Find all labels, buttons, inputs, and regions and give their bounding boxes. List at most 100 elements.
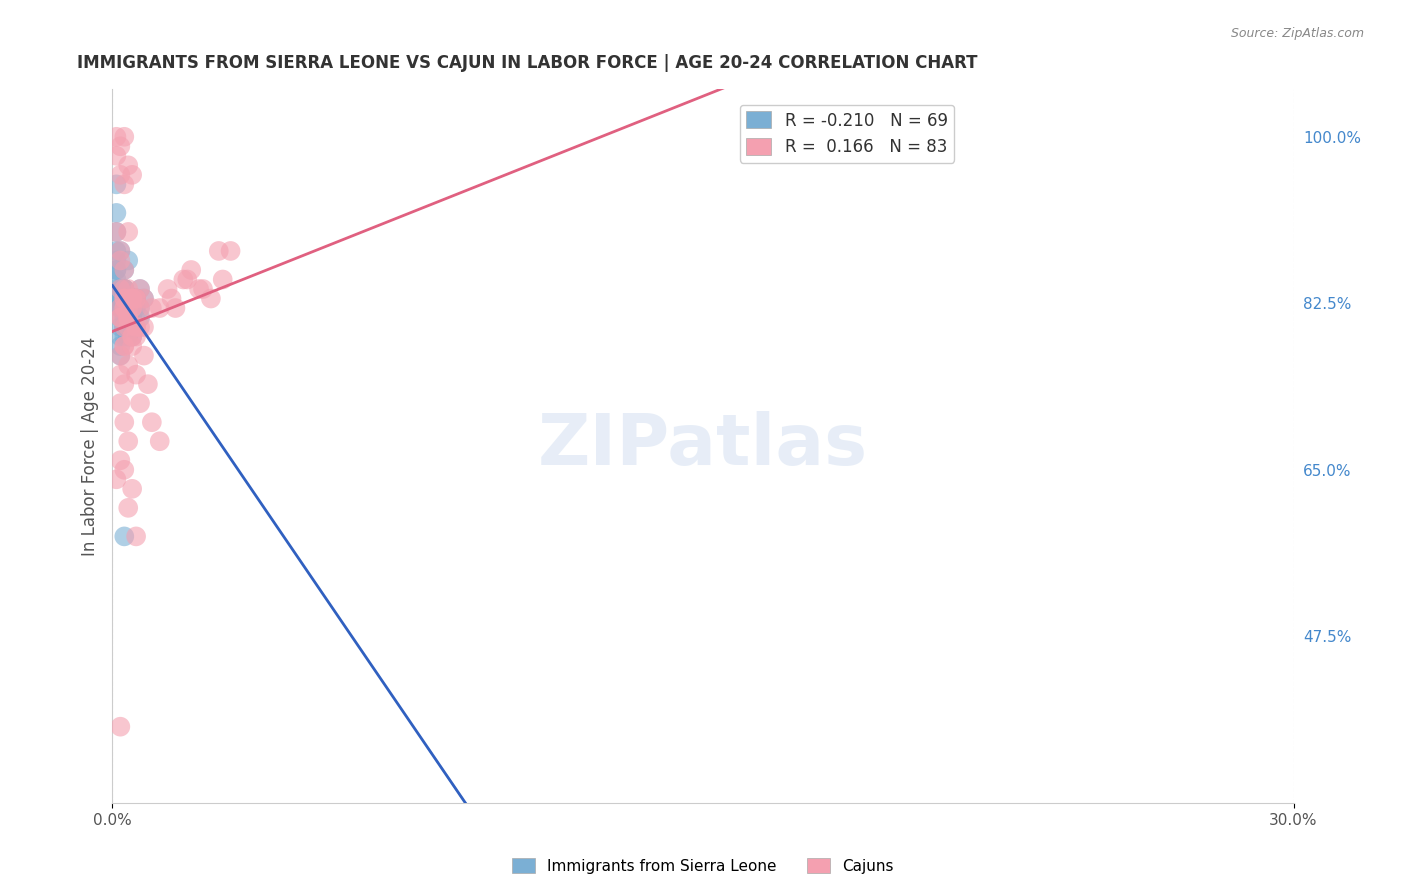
Point — [112, 263, 135, 277]
Point — [129, 301, 152, 315]
Point — [121, 292, 143, 306]
Point — [121, 320, 143, 334]
Point — [117, 320, 139, 334]
Point — [129, 320, 152, 334]
Point — [121, 301, 143, 315]
Point — [121, 292, 143, 306]
Point — [112, 282, 135, 296]
Point — [105, 129, 128, 144]
Point — [129, 282, 152, 296]
Point — [117, 301, 139, 315]
Point — [112, 310, 135, 325]
Point — [117, 301, 139, 315]
Point — [121, 482, 143, 496]
Point — [112, 529, 135, 543]
Point — [112, 178, 135, 192]
Point — [112, 292, 135, 306]
Point — [117, 434, 139, 449]
Point — [121, 292, 143, 306]
Point — [110, 244, 132, 258]
Point — [121, 329, 143, 343]
Point — [208, 244, 231, 258]
Point — [219, 244, 242, 258]
Point — [121, 168, 143, 182]
Point — [129, 282, 152, 296]
Point — [110, 301, 132, 315]
Point — [105, 244, 128, 258]
Point — [125, 529, 148, 543]
Point — [110, 292, 132, 306]
Point — [125, 292, 148, 306]
Point — [105, 149, 128, 163]
Point — [121, 320, 143, 334]
Point — [117, 310, 139, 325]
Point — [110, 329, 132, 343]
Point — [112, 339, 135, 353]
Point — [211, 272, 233, 286]
Point — [117, 358, 139, 372]
Point — [112, 282, 135, 296]
Point — [110, 310, 132, 325]
Point — [112, 339, 135, 353]
Point — [125, 292, 148, 306]
Point — [112, 129, 135, 144]
Point — [112, 301, 135, 315]
Point — [110, 292, 132, 306]
Point — [110, 349, 132, 363]
Point — [112, 301, 135, 315]
Point — [110, 301, 132, 315]
Point — [180, 263, 202, 277]
Point — [121, 320, 143, 334]
Point — [112, 301, 135, 315]
Point — [117, 158, 139, 172]
Point — [117, 310, 139, 325]
Point — [110, 301, 132, 315]
Point — [117, 500, 139, 515]
Point — [110, 349, 132, 363]
Point — [105, 225, 128, 239]
Point — [117, 301, 139, 315]
Point — [200, 292, 222, 306]
Point — [105, 263, 128, 277]
Point — [117, 320, 139, 334]
Point — [188, 282, 211, 296]
Point — [112, 320, 135, 334]
Point — [112, 329, 135, 343]
Point — [117, 301, 139, 315]
Point — [105, 178, 128, 192]
Point — [105, 282, 128, 296]
Point — [132, 292, 155, 306]
Point — [105, 253, 128, 268]
Text: IMMIGRANTS FROM SIERRA LEONE VS CAJUN IN LABOR FORCE | AGE 20-24 CORRELATION CHA: IMMIGRANTS FROM SIERRA LEONE VS CAJUN IN… — [77, 54, 977, 71]
Point — [117, 253, 139, 268]
Point — [125, 320, 148, 334]
Point — [132, 320, 155, 334]
Point — [117, 301, 139, 315]
Point — [112, 282, 135, 296]
Point — [129, 310, 152, 325]
Point — [112, 377, 135, 392]
Point — [121, 301, 143, 315]
Point — [110, 368, 132, 382]
Text: Source: ZipAtlas.com: Source: ZipAtlas.com — [1230, 27, 1364, 40]
Point — [125, 320, 148, 334]
Point — [125, 292, 148, 306]
Point — [110, 282, 132, 296]
Point — [117, 282, 139, 296]
Point — [112, 282, 135, 296]
Point — [110, 339, 132, 353]
Point — [105, 206, 128, 220]
Point — [149, 434, 172, 449]
Point — [165, 301, 187, 315]
Point — [110, 292, 132, 306]
Point — [112, 301, 135, 315]
Point — [105, 272, 128, 286]
Point — [112, 263, 135, 277]
Point — [117, 225, 139, 239]
Text: ZIPatlas: ZIPatlas — [538, 411, 868, 481]
Point — [110, 292, 132, 306]
Point — [110, 310, 132, 325]
Point — [112, 320, 135, 334]
Point — [110, 310, 132, 325]
Point — [125, 368, 148, 382]
